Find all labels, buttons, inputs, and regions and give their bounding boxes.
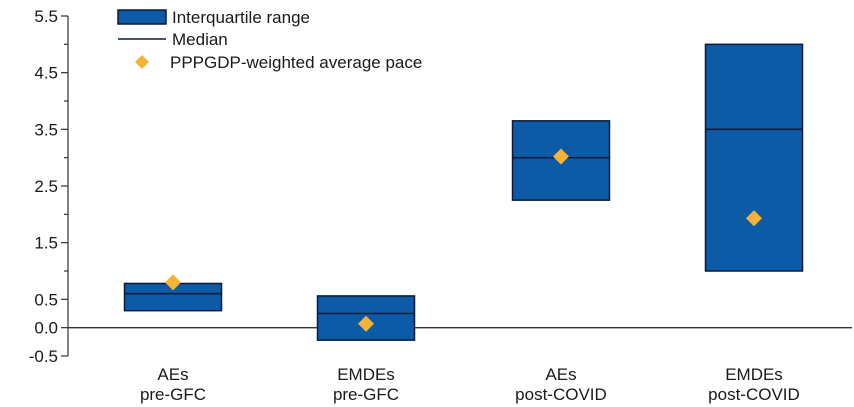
legend-label: Median — [172, 30, 228, 49]
y-tick-label: 4.5 — [34, 64, 58, 83]
x-category-label: AEs — [157, 365, 188, 384]
x-category-label: post-COVID — [515, 385, 607, 404]
y-tick-label: 3.5 — [34, 120, 58, 139]
y-tick-label: -0.5 — [29, 347, 58, 366]
legend-swatch-iqr — [117, 9, 167, 25]
average-marker — [358, 315, 374, 332]
x-category-label: pre-GFC — [333, 385, 399, 404]
legend-label: PPPGDP-weighted average pace — [170, 53, 422, 72]
x-category-label: AEs — [545, 365, 576, 384]
legend-label: Interquartile range — [172, 8, 310, 27]
y-tick-label: 1.5 — [34, 234, 58, 253]
iqr-box — [704, 43, 804, 272]
x-category-label: pre-GFC — [140, 385, 206, 404]
average-marker — [553, 148, 569, 165]
y-tick-label: 0.5 — [34, 290, 58, 309]
x-category-label: EMDEs — [725, 365, 783, 384]
y-tick-label: 0.0 — [34, 319, 58, 338]
average-marker — [165, 274, 181, 291]
average-marker — [746, 210, 762, 227]
x-axis: AEspre-GFCEMDEspre-GFCAEspost-COVIDEMDEs… — [140, 365, 800, 404]
iqr-box — [123, 282, 223, 312]
legend: Interquartile range Median PPPGDP-weighted… — [117, 8, 422, 72]
y-axis: 5.5 4.5 3.5 2.5 1.5 0.5 0.0 -0.5 — [29, 7, 69, 366]
plot-area — [68, 43, 852, 341]
x-category-label: post-COVID — [708, 385, 800, 404]
x-category-label: EMDEs — [337, 365, 395, 384]
y-tick-label: 5.5 — [34, 7, 58, 26]
legend-swatch-average — [135, 55, 149, 69]
y-tick-label: 2.5 — [34, 177, 58, 196]
